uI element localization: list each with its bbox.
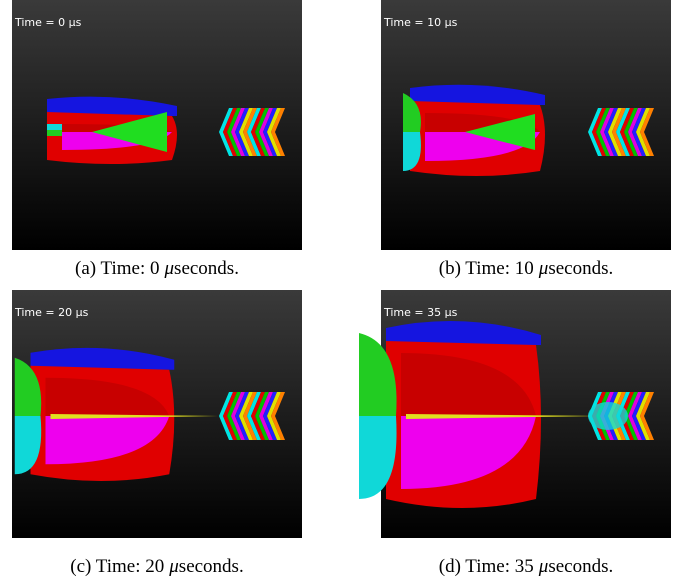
caption-suffix: seconds. (548, 258, 613, 279)
panel: Time = 0 μs (12, 0, 302, 250)
caption-prefix: (d) Time: 35 (439, 556, 534, 577)
caption-mu: μ (538, 258, 549, 279)
caption-prefix: (c) Time: 20 (70, 556, 164, 577)
time-overlay: Time = 0 μs (14, 16, 82, 29)
time-overlay: Time = 10 μs (383, 16, 458, 29)
target-debris (588, 402, 628, 430)
caption-mu: μ (538, 556, 549, 577)
caption-suffix: seconds. (179, 556, 244, 577)
time-overlay: Time = 35 μs (383, 306, 458, 319)
backplate (47, 130, 62, 136)
panel: Time = 10 μs (381, 0, 671, 250)
backplate (47, 124, 62, 130)
caption-mu: μ (168, 556, 179, 577)
caption-mu: μ (164, 258, 175, 279)
caption-prefix: (a) Time: 0 (75, 258, 159, 279)
time-overlay: Time = 20 μs (14, 306, 89, 319)
panel: Time = 20 μs (12, 290, 302, 538)
caption-suffix: seconds. (548, 556, 613, 577)
caption-prefix: (b) Time: 10 (439, 258, 534, 279)
panel: Time = 35 μs (359, 290, 671, 538)
caption-suffix: seconds. (174, 258, 239, 279)
figure: Time = 0 μs(a) Time: 0μseconds.Time = 10… (0, 0, 684, 578)
